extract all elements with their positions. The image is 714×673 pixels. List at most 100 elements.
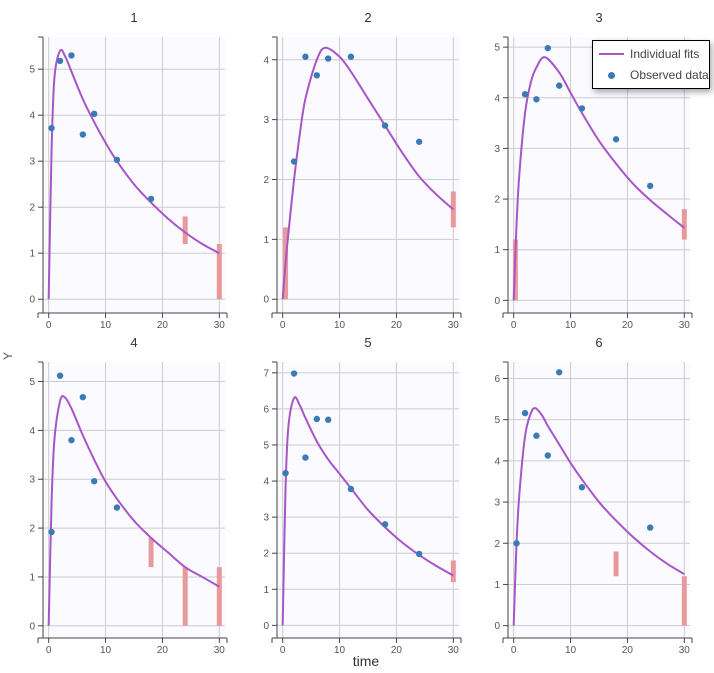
x-tick-label: 30: [679, 645, 691, 656]
observed-point: [90, 110, 98, 118]
y-tick-label: 1: [494, 580, 500, 591]
plot-background: [277, 362, 459, 638]
plot-background: [277, 37, 459, 313]
observed-point: [56, 372, 64, 379]
legend-item-observed: Observed data: [593, 65, 709, 85]
panel-5: 5 0 10 20 30 0 1 2 3 4 5 6 7: [263, 335, 462, 656]
y-tick-label: 3: [494, 498, 500, 509]
y-tick-label: 5: [494, 415, 500, 426]
y-tick-label: 3: [29, 157, 35, 168]
observed-point: [415, 138, 423, 145]
observed-point: [578, 105, 586, 112]
y-tick-label: 3: [263, 115, 269, 126]
fit-line: [281, 396, 454, 626]
y-tick-label: 5: [494, 43, 500, 54]
legend-label: Individual fits: [630, 47, 700, 61]
y-tick-label: 4: [494, 456, 500, 467]
observed-point: [544, 44, 552, 52]
observed-point: [313, 415, 321, 423]
observed-point: [533, 96, 540, 103]
x-tick-label: 30: [448, 645, 460, 656]
blq-interval: [681, 209, 687, 240]
y-tick-label: 2: [494, 195, 500, 206]
observed-point: [302, 454, 309, 461]
panel-title: 4: [130, 335, 137, 350]
observed-point: [302, 53, 309, 60]
observed-point: [555, 82, 563, 89]
observed-point: [646, 524, 654, 531]
fit-line: [512, 407, 685, 626]
panel-title: 1: [130, 10, 137, 25]
x-tick-label: 0: [511, 645, 517, 656]
observed-point: [56, 57, 64, 65]
y-tick-label: 7: [263, 368, 269, 379]
x-tick-label: 0: [280, 645, 286, 656]
x-axis-label: time: [353, 653, 380, 669]
x-tick-label: 0: [46, 645, 52, 656]
x-tick-label: 20: [157, 320, 169, 331]
observed-point: [347, 485, 355, 493]
y-tick-label: 1: [263, 235, 269, 246]
y-tick-label: 3: [494, 144, 500, 155]
observed-point: [544, 452, 552, 459]
plot-background: [43, 362, 225, 638]
blq-interval: [681, 576, 687, 626]
fit-line: [281, 46, 454, 300]
blq-interval: [613, 551, 619, 577]
observed-point: [113, 504, 121, 511]
x-tick-label: 0: [46, 320, 52, 331]
x-tick-label: 30: [448, 320, 460, 331]
observed-point: [324, 55, 332, 62]
observed-point: [521, 91, 529, 98]
observed-point: [646, 182, 654, 190]
panel-6: 6 0 10 20 30 0 1 2 3 4 5 6: [494, 335, 693, 656]
x-tick-label: 20: [391, 645, 403, 656]
observed-point: [282, 469, 289, 477]
y-tick-label: 4: [263, 477, 269, 488]
observed-point: [578, 484, 586, 491]
observed-point: [513, 540, 520, 547]
legend-line-swatch: [599, 53, 624, 55]
y-tick-label: 0: [29, 621, 35, 632]
x-tick-label: 10: [565, 320, 577, 331]
y-tick-label: 1: [263, 585, 269, 596]
observed-point: [313, 72, 321, 79]
y-tick-label: 1: [29, 249, 35, 260]
x-tick-label: 10: [565, 645, 577, 656]
blq-interval: [148, 537, 154, 568]
observed-point: [79, 393, 87, 401]
y-tick-label: 4: [29, 426, 35, 437]
panel-title: 6: [595, 335, 602, 350]
y-tick-label: 3: [263, 513, 269, 524]
fit-line: [512, 56, 685, 301]
observed-point: [290, 158, 298, 165]
panel-title: 2: [364, 10, 371, 25]
y-tick-label: 4: [263, 55, 269, 66]
blq-interval: [182, 567, 188, 626]
observed-point: [324, 416, 332, 423]
blq-interval: [216, 244, 222, 300]
observed-point: [521, 409, 529, 417]
observed-point: [381, 122, 389, 129]
y-tick-label: 1: [29, 572, 35, 583]
y-tick-label: 0: [263, 621, 269, 632]
blq-interval: [182, 216, 188, 244]
observed-point: [290, 370, 298, 377]
x-tick-label: 20: [391, 320, 403, 331]
observed-point: [48, 124, 55, 132]
x-tick-label: 10: [100, 320, 112, 331]
x-tick-label: 0: [511, 320, 517, 331]
y-tick-label: 5: [29, 377, 35, 388]
y-tick-label: 0: [263, 295, 269, 306]
x-tick-label: 10: [334, 320, 346, 331]
observed-point: [415, 550, 423, 558]
y-tick-label: 2: [29, 203, 35, 214]
legend-dot-swatch: [608, 71, 615, 79]
y-tick-label: 0: [494, 621, 500, 632]
x-tick-label: 30: [214, 645, 226, 656]
x-tick-label: 20: [622, 320, 634, 331]
y-tick-label: 0: [494, 296, 500, 307]
